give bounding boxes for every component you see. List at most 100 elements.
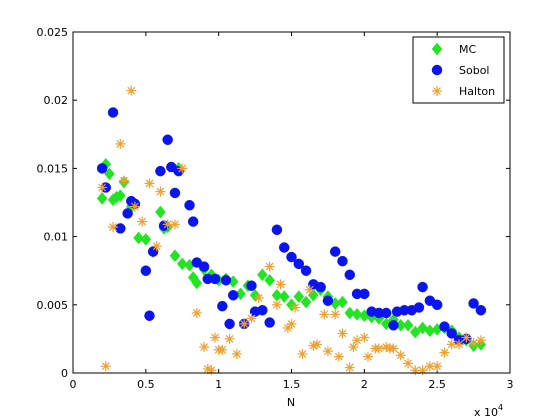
- y-tick-label: 0.015: [37, 162, 69, 175]
- x-tick-label: 0.5: [137, 378, 155, 391]
- data-point-sobol: [224, 318, 235, 330]
- data-point-halton: [231, 348, 242, 359]
- data-point-sobol: [413, 302, 425, 313]
- data-point-halton: [388, 343, 399, 354]
- y-tick-label: 0: [61, 367, 68, 380]
- data-point-mc: [191, 276, 203, 290]
- data-point-halton: [403, 358, 414, 369]
- data-point-halton: [359, 332, 370, 343]
- x-exponent-base: x 10: [474, 406, 498, 419]
- data-point-halton: [271, 299, 282, 310]
- data-point-sobol: [380, 307, 392, 319]
- data-point-halton: [454, 339, 465, 350]
- data-point-halton: [239, 318, 250, 329]
- data-point-sobol: [431, 299, 443, 311]
- data-point-halton: [137, 216, 148, 227]
- data-point-halton: [439, 347, 450, 358]
- data-point-halton: [461, 332, 472, 343]
- data-point-halton: [210, 332, 221, 343]
- data-point-halton: [395, 350, 406, 361]
- x-exponent-power: 4: [498, 403, 503, 412]
- data-point-sobol: [115, 223, 126, 234]
- data-point-sobol: [322, 295, 334, 306]
- data-point-halton: [304, 284, 315, 295]
- data-point-mc: [115, 189, 126, 203]
- data-point-halton: [217, 344, 228, 355]
- y-tick-label: 0.025: [37, 26, 69, 39]
- data-point-sobol: [315, 281, 326, 293]
- data-point-sobol: [257, 305, 268, 316]
- data-point-sobol: [187, 216, 199, 227]
- data-point-halton: [224, 333, 235, 344]
- x-tick-label: 2: [361, 378, 368, 391]
- data-point-halton: [432, 361, 443, 372]
- legend-label-sobol: Sobol: [459, 64, 489, 77]
- data-point-halton: [97, 182, 108, 193]
- data-point-sobol: [140, 265, 152, 276]
- data-point-halton: [362, 351, 373, 362]
- data-point-halton: [311, 339, 322, 350]
- data-point-sobol: [198, 261, 210, 272]
- data-point-halton: [191, 307, 202, 318]
- data-point-halton: [475, 335, 486, 346]
- data-point-sobol: [209, 273, 221, 285]
- data-point-sobol: [337, 255, 348, 267]
- data-point-sobol: [96, 163, 108, 174]
- data-point-halton: [144, 178, 155, 189]
- data-point-halton: [348, 342, 359, 353]
- x-tick-label: 2.5: [428, 378, 446, 391]
- data-point-mc: [264, 273, 275, 287]
- x-axis-exponent: x 104: [474, 403, 503, 419]
- data-point-sobol: [278, 242, 290, 253]
- legend: MC Sobol Halton: [412, 36, 505, 104]
- data-point-mc: [351, 307, 363, 321]
- data-point-halton: [169, 219, 180, 230]
- data-point-mc: [344, 306, 356, 320]
- data-point-sobol: [184, 199, 195, 211]
- data-series: [96, 85, 487, 376]
- data-point-halton: [290, 302, 301, 313]
- legend-label-mc: MC: [459, 43, 476, 56]
- data-point-sobol: [329, 246, 341, 257]
- data-point-sobol: [359, 288, 370, 300]
- data-point-sobol: [169, 187, 181, 199]
- data-point-halton: [286, 318, 297, 329]
- data-point-halton: [468, 337, 479, 348]
- data-point-sobol: [155, 165, 166, 177]
- data-point-halton: [322, 346, 333, 357]
- data-point-halton: [199, 342, 210, 353]
- data-point-sobol: [439, 321, 450, 332]
- data-point-sobol: [271, 224, 283, 236]
- data-point-halton: [373, 343, 384, 354]
- legend-marker-mc: [431, 42, 443, 56]
- data-point-mc: [278, 290, 290, 304]
- plot-frame: [72, 31, 511, 374]
- data-point-mc: [96, 192, 108, 205]
- data-point-sobol: [300, 265, 312, 276]
- data-point-sobol: [220, 274, 232, 286]
- data-point-sobol: [417, 281, 428, 293]
- data-point-halton: [333, 351, 344, 362]
- data-point-mc: [140, 232, 152, 246]
- data-point-mc: [133, 231, 144, 245]
- data-point-sobol: [264, 317, 275, 328]
- data-point-halton: [352, 335, 363, 346]
- data-point-halton: [246, 313, 257, 324]
- data-point-halton: [155, 186, 166, 197]
- data-point-mc: [300, 295, 312, 309]
- data-point-mc: [176, 257, 188, 271]
- data-point-halton: [330, 309, 341, 320]
- data-point-sobol: [162, 134, 173, 146]
- series-sobol: [96, 107, 487, 346]
- x-tick-label: 0: [70, 378, 77, 391]
- y-tick-label: 0.01: [44, 231, 69, 244]
- data-point-halton: [129, 201, 140, 212]
- data-point-sobol: [388, 320, 399, 331]
- data-point-mc: [293, 290, 305, 304]
- data-point-mc: [257, 268, 268, 282]
- data-point-mc: [409, 325, 421, 339]
- legend-marker-halton: [432, 86, 442, 96]
- x-tick-label: 1.5: [283, 378, 301, 391]
- data-point-halton: [151, 241, 162, 252]
